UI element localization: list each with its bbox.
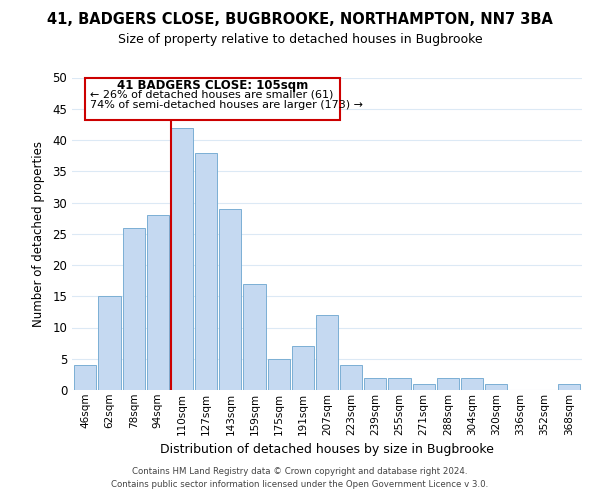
Bar xyxy=(485,384,508,390)
Bar xyxy=(461,378,483,390)
Bar xyxy=(74,365,97,390)
Text: Contains HM Land Registry data © Crown copyright and database right 2024.: Contains HM Land Registry data © Crown c… xyxy=(132,467,468,476)
Bar xyxy=(364,378,386,390)
Text: Size of property relative to detached houses in Bugbrooke: Size of property relative to detached ho… xyxy=(118,32,482,46)
Bar xyxy=(122,228,145,390)
Bar xyxy=(340,365,362,390)
Bar xyxy=(146,215,169,390)
Bar xyxy=(413,384,435,390)
Text: ← 26% of detached houses are smaller (61): ← 26% of detached houses are smaller (61… xyxy=(90,90,333,100)
Text: 41 BADGERS CLOSE: 105sqm: 41 BADGERS CLOSE: 105sqm xyxy=(116,79,308,92)
Bar xyxy=(388,378,410,390)
Bar xyxy=(557,384,580,390)
Bar xyxy=(292,346,314,390)
Y-axis label: Number of detached properties: Number of detached properties xyxy=(32,141,46,327)
Text: Contains public sector information licensed under the Open Government Licence v : Contains public sector information licen… xyxy=(112,480,488,489)
Bar xyxy=(171,128,193,390)
FancyBboxPatch shape xyxy=(85,78,340,120)
Bar xyxy=(437,378,459,390)
Bar xyxy=(316,315,338,390)
Bar xyxy=(98,296,121,390)
Text: 74% of semi-detached houses are larger (173) →: 74% of semi-detached houses are larger (… xyxy=(90,100,363,110)
Bar xyxy=(195,152,217,390)
X-axis label: Distribution of detached houses by size in Bugbrooke: Distribution of detached houses by size … xyxy=(160,443,494,456)
Text: 41, BADGERS CLOSE, BUGBROOKE, NORTHAMPTON, NN7 3BA: 41, BADGERS CLOSE, BUGBROOKE, NORTHAMPTO… xyxy=(47,12,553,28)
Bar xyxy=(268,359,290,390)
Bar xyxy=(244,284,266,390)
Bar xyxy=(219,209,241,390)
